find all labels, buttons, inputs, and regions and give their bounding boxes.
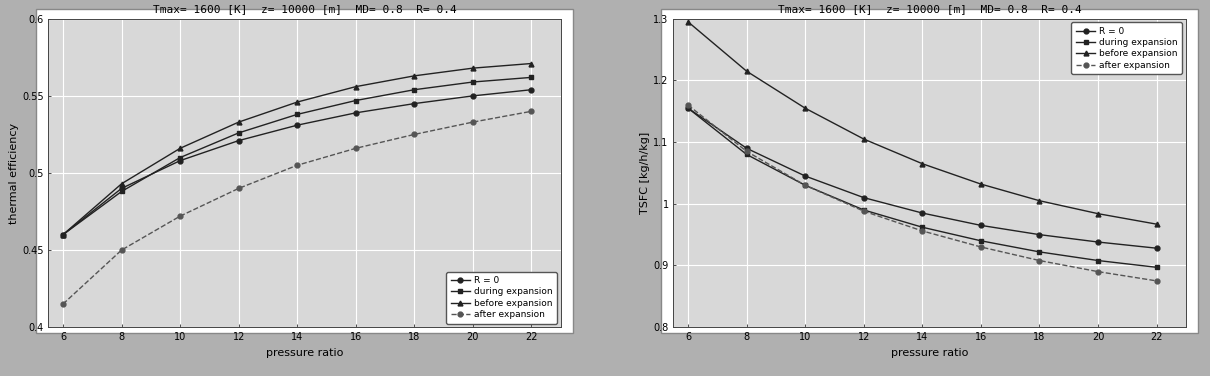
before expansion — [739, 69, 754, 73]
during expansion — [1090, 258, 1105, 263]
Line: R = 0: R = 0 — [60, 87, 534, 237]
Y-axis label: TSFC [kg/h/kg]: TSFC [kg/h/kg] — [640, 132, 651, 214]
Line: before expansion: before expansion — [60, 61, 534, 237]
before expansion — [1150, 222, 1164, 226]
after expansion — [974, 245, 989, 249]
before expansion — [524, 61, 538, 66]
after expansion — [1032, 258, 1047, 263]
R = 0 — [857, 196, 871, 200]
R = 0 — [797, 174, 812, 178]
after expansion — [173, 214, 188, 218]
before expansion — [231, 120, 246, 124]
before expansion — [797, 106, 812, 111]
during expansion — [56, 232, 70, 237]
R = 0 — [173, 158, 188, 163]
after expansion — [1150, 279, 1164, 283]
during expansion — [173, 155, 188, 160]
after expansion — [231, 186, 246, 191]
during expansion — [466, 80, 480, 84]
R = 0 — [974, 223, 989, 227]
before expansion — [114, 182, 128, 186]
X-axis label: pressure ratio: pressure ratio — [266, 347, 344, 358]
Line: after expansion: after expansion — [686, 103, 1159, 283]
after expansion — [524, 109, 538, 114]
R = 0 — [407, 101, 421, 106]
after expansion — [407, 132, 421, 136]
Title: Tmax= 1600 [K]  z= 10000 [m]  MD= 0.8  R= 0.4: Tmax= 1600 [K] z= 10000 [m] MD= 0.8 R= 0… — [152, 4, 456, 14]
R = 0 — [681, 106, 696, 111]
after expansion — [56, 302, 70, 306]
Y-axis label: thermal efficiency: thermal efficiency — [10, 123, 19, 223]
after expansion — [1090, 269, 1105, 274]
R = 0 — [915, 211, 929, 215]
Line: R = 0: R = 0 — [686, 106, 1159, 251]
after expansion — [797, 183, 812, 188]
after expansion — [681, 103, 696, 108]
Legend: R = 0, during expansion, before expansion, after expansion: R = 0, during expansion, before expansio… — [1071, 23, 1182, 74]
before expansion — [466, 66, 480, 70]
after expansion — [739, 149, 754, 154]
during expansion — [348, 98, 363, 103]
R = 0 — [114, 186, 128, 191]
R = 0 — [1150, 246, 1164, 250]
during expansion — [857, 208, 871, 212]
during expansion — [114, 189, 128, 194]
R = 0 — [231, 138, 246, 143]
during expansion — [524, 75, 538, 80]
Title: Tmax= 1600 [K]  z= 10000 [m]  MD= 0.8  R= 0.4: Tmax= 1600 [K] z= 10000 [m] MD= 0.8 R= 0… — [778, 4, 1082, 14]
after expansion — [466, 120, 480, 124]
R = 0 — [524, 88, 538, 92]
during expansion — [231, 130, 246, 135]
during expansion — [290, 112, 305, 117]
R = 0 — [348, 111, 363, 115]
R = 0 — [56, 232, 70, 237]
during expansion — [1032, 250, 1047, 254]
Line: before expansion: before expansion — [686, 20, 1159, 227]
R = 0 — [1090, 240, 1105, 244]
before expansion — [1090, 211, 1105, 216]
R = 0 — [466, 94, 480, 98]
during expansion — [1150, 265, 1164, 270]
Line: during expansion: during expansion — [686, 106, 1159, 270]
after expansion — [290, 163, 305, 168]
before expansion — [681, 20, 696, 24]
during expansion — [915, 225, 929, 229]
before expansion — [915, 161, 929, 166]
before expansion — [348, 84, 363, 89]
R = 0 — [290, 123, 305, 127]
before expansion — [56, 232, 70, 237]
during expansion — [407, 88, 421, 92]
after expansion — [114, 248, 128, 252]
before expansion — [974, 182, 989, 186]
R = 0 — [1032, 232, 1047, 237]
during expansion — [739, 152, 754, 157]
Legend: R = 0, during expansion, before expansion, after expansion: R = 0, during expansion, before expansio… — [446, 272, 557, 323]
before expansion — [1032, 199, 1047, 203]
during expansion — [974, 238, 989, 243]
before expansion — [407, 74, 421, 78]
before expansion — [290, 100, 305, 104]
after expansion — [348, 146, 363, 150]
Line: after expansion: after expansion — [60, 109, 534, 306]
before expansion — [173, 146, 188, 150]
before expansion — [857, 137, 871, 141]
after expansion — [857, 209, 871, 214]
R = 0 — [739, 146, 754, 150]
during expansion — [797, 183, 812, 188]
X-axis label: pressure ratio: pressure ratio — [891, 347, 968, 358]
Line: during expansion: during expansion — [60, 75, 534, 237]
after expansion — [915, 229, 929, 233]
during expansion — [681, 106, 696, 111]
